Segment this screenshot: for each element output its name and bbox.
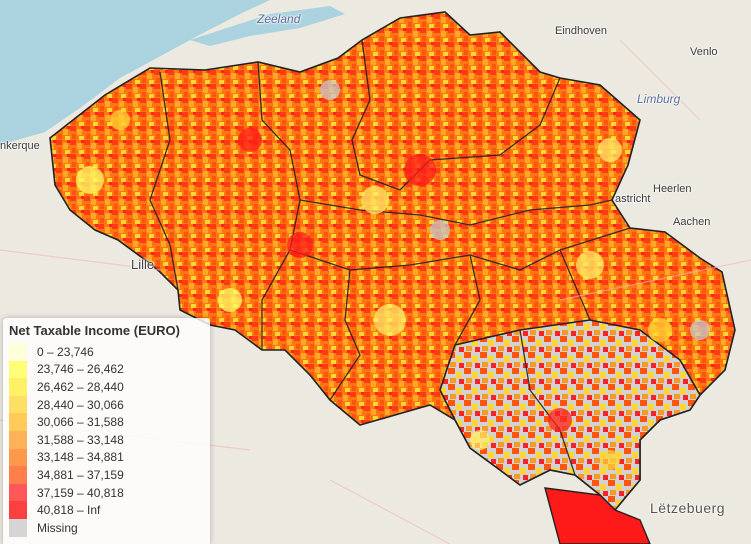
legend-item: 31,588 – 33,148 xyxy=(9,430,204,449)
label-heerlen: Heerlen xyxy=(653,183,692,195)
label-lille: Lille xyxy=(131,257,155,272)
legend-item: 23,746 – 26,462 xyxy=(9,360,204,379)
legend-item: 26,462 – 28,440 xyxy=(9,378,204,396)
legend-item: 30,066 – 31,588 xyxy=(9,413,204,431)
legend-swatch xyxy=(9,343,27,361)
legend-swatch xyxy=(9,466,27,484)
legend-swatch xyxy=(9,518,27,537)
label-limburg: Limburg xyxy=(637,92,681,106)
province-borders xyxy=(149,39,631,476)
legend-item: 40,818 – Inf xyxy=(9,501,204,519)
legend-label: 33,148 – 34,881 xyxy=(37,450,124,465)
legend-swatch xyxy=(9,413,27,431)
legend-item: 28,440 – 30,066 xyxy=(9,395,204,414)
income-patches xyxy=(76,80,710,470)
legend-label: 26,462 – 28,440 xyxy=(37,379,124,394)
north-sea xyxy=(0,0,270,145)
label-eindhoven: Eindhoven xyxy=(555,25,607,37)
legend-swatch xyxy=(9,448,27,467)
legend-label: 34,881 – 37,159 xyxy=(37,467,124,482)
legend-label: 28,440 – 30,066 xyxy=(37,397,124,412)
legend-title: Net Taxable Income (EURO) xyxy=(9,323,180,338)
luxembourg-corner xyxy=(544,487,651,544)
legend-swatch xyxy=(9,395,27,414)
legend-label: 0 – 23,746 xyxy=(37,344,94,359)
legend-swatch xyxy=(9,430,27,449)
label-aachen: Aachen xyxy=(673,216,711,228)
label-venlo: Venlo xyxy=(690,46,718,58)
legend-item: 34,881 – 37,159 xyxy=(9,466,204,484)
label-letzebuerg: Lëtzebuerg xyxy=(650,500,726,516)
legend-swatch xyxy=(9,360,27,379)
legend-item: 37,159 – 40,818 xyxy=(9,483,204,502)
legend-label: Missing xyxy=(37,520,78,535)
map-legend: Net Taxable Income (EURO) 0 – 23,746 23,… xyxy=(3,318,210,544)
legend-label: 31,588 – 33,148 xyxy=(37,432,124,447)
legend-label: 23,746 – 26,462 xyxy=(37,362,124,377)
legend-item: 33,148 – 34,881 xyxy=(9,448,204,467)
legend-swatch xyxy=(9,378,27,396)
label-dunkerque: nkerque xyxy=(0,140,40,152)
legend-label: 40,818 – Inf xyxy=(37,503,101,518)
legend-swatch xyxy=(9,483,27,502)
legend-item: Missing xyxy=(9,518,204,537)
label-zeeland: Zeeland xyxy=(257,12,301,26)
scheldt-estuary xyxy=(190,6,345,46)
legend-label: 37,159 – 40,818 xyxy=(37,485,124,500)
legend-label: 30,066 – 31,588 xyxy=(37,415,124,430)
legend-swatch xyxy=(9,501,27,519)
label-maastricht: astricht xyxy=(615,193,651,205)
legend-item: 0 – 23,746 xyxy=(9,343,204,361)
legend-classes: 0 – 23,746 23,746 – 26,462 26,462 – 28,4… xyxy=(9,343,204,537)
